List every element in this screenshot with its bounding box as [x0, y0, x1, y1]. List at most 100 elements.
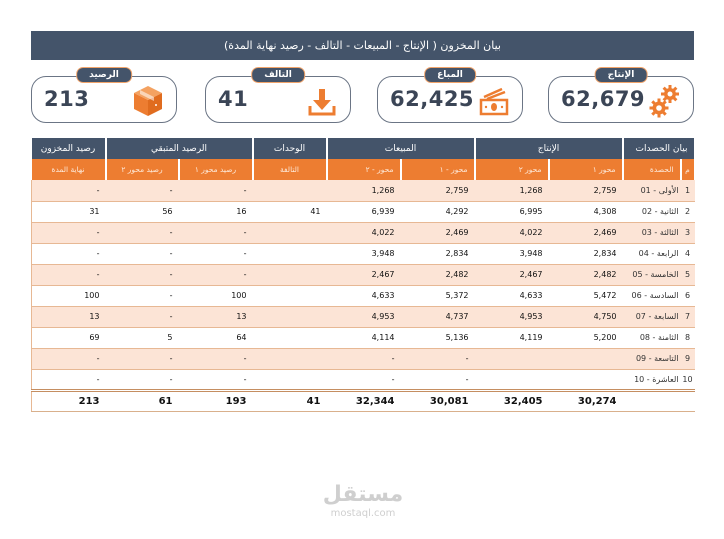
cell-batch-name: العاشرة - 10 — [622, 369, 681, 391]
cell-sales-axis2: 6,939 — [326, 201, 401, 223]
cell-end-of-period: 31 — [31, 201, 106, 223]
cell-prod-axis1: 5,200 — [548, 327, 623, 349]
cell-balance-axis2: - — [105, 264, 179, 286]
cell-sales-axis1: 2,482 — [400, 264, 475, 286]
cell-index: 8 — [680, 327, 695, 349]
cell-sales-axis1: 5,372 — [400, 285, 475, 307]
header-units: الوحدات — [252, 138, 328, 159]
total-p2: 32,405 — [474, 388, 549, 412]
kpi-damaged-label: التالف — [251, 67, 305, 83]
total-blank — [622, 388, 695, 412]
cell-sales-axis2: 4,633 — [326, 285, 401, 307]
cell-balance-axis2: - — [105, 369, 179, 391]
cell-prod-axis1 — [548, 369, 623, 391]
cell-sales-axis2: 4,022 — [326, 222, 401, 244]
cell-batch-name: الثانية - 02 — [622, 201, 681, 223]
cell-sales-axis1: 2,834 — [400, 243, 475, 265]
header-remaining-balance: الرصيد المتبقي — [105, 138, 254, 159]
total-dmg: 41 — [252, 388, 327, 412]
cell-balance-axis1: - — [178, 348, 253, 370]
cell-prod-axis2 — [474, 348, 549, 370]
cell-index: 4 — [680, 243, 695, 265]
cell-end-of-period: 100 — [31, 285, 106, 307]
cell-balance-axis1: 13 — [178, 306, 253, 328]
cell-balance-axis2: - — [105, 243, 179, 265]
subheader-balance-axis1: رصيد محور ١ — [178, 159, 254, 180]
cell-index: 10 — [680, 369, 695, 391]
table-row: 31 56 16 41 6,939 4,292 6,995 4,308 الثانية - 02… — [31, 201, 695, 223]
cell-damaged — [252, 285, 327, 307]
cell-damaged — [252, 306, 327, 328]
cell-balance-axis1: 100 — [178, 285, 253, 307]
cell-prod-axis1: 4,308 — [548, 201, 623, 223]
cell-prod-axis2 — [474, 369, 549, 391]
table-row: - - - - - العاشرة - 10 10 — [31, 369, 695, 391]
cell-sales-axis2: 4,953 — [326, 306, 401, 328]
cell-balance-axis1: 16 — [178, 201, 253, 223]
kpi-production-label: الإنتاج — [594, 67, 648, 83]
cell-prod-axis1: 2,482 — [548, 264, 623, 286]
total-s1: 30,081 — [400, 388, 475, 412]
cell-balance-axis2: - — [105, 306, 179, 328]
cell-sales-axis1: 4,737 — [400, 306, 475, 328]
total-s2: 32,344 — [326, 388, 401, 412]
cell-prod-axis1: 2,469 — [548, 222, 623, 244]
cell-prod-axis2: 4,119 — [474, 327, 549, 349]
cell-balance-axis2: - — [105, 285, 179, 307]
cell-balance-axis2: 5 — [105, 327, 179, 349]
gears-icon — [649, 85, 679, 118]
cell-prod-axis2: 4,022 — [474, 222, 549, 244]
cell-end-of-period: - — [31, 243, 106, 265]
cell-sales-axis1: - — [400, 369, 475, 391]
cell-damaged — [252, 327, 327, 349]
table-row: - - -4,022 2,469 4,022 2,469 الثالثة - 03 3 — [31, 222, 695, 244]
cell-index: 5 — [680, 264, 695, 286]
kpi-damaged-card: التالف 41 — [205, 67, 351, 123]
mostaql-watermark: مستقل mostaql.com — [318, 482, 408, 520]
cell-balance-axis1: - — [178, 264, 253, 286]
table-row: - - -2,467 2,482 2,467 2,482 الخامسة - 05 5 — [31, 264, 695, 286]
header-production: الإنتاج — [474, 138, 624, 159]
cell-index: 6 — [680, 285, 695, 307]
cell-balance-axis2: - — [105, 348, 179, 370]
cell-batch-name: السابعة - 07 — [622, 306, 681, 328]
kpi-balance-value: 213 — [44, 87, 90, 111]
cell-balance-axis1: 64 — [178, 327, 253, 349]
cell-end-of-period: 69 — [31, 327, 106, 349]
kpi-balance-label: الرصيد — [76, 67, 132, 83]
table-row: 13-13 4,953 4,737 4,953 4,750 السابعة - 07 7 — [31, 306, 695, 328]
cell-end-of-period: - — [31, 264, 106, 286]
cell-index: 9 — [680, 348, 695, 370]
cell-damaged — [252, 348, 327, 370]
box-icon — [134, 86, 162, 116]
cell-sales-axis2: 4,114 — [326, 327, 401, 349]
header-batches: بيان الحصدات — [622, 138, 696, 159]
cell-sales-axis1: - — [400, 348, 475, 370]
cell-batch-name: السادسة - 06 — [622, 285, 681, 307]
cell-damaged: 41 — [252, 201, 327, 223]
cell-damaged — [252, 369, 327, 391]
table-row: - - - - - التاسعة - 09 9 — [31, 348, 695, 370]
cell-prod-axis2: 2,467 — [474, 264, 549, 286]
money-icon — [479, 87, 509, 116]
subheader-prod-axis2: محور ٢ — [474, 159, 550, 180]
cell-damaged — [252, 180, 327, 202]
cell-prod-axis2: 4,633 — [474, 285, 549, 307]
cell-balance-axis2: 56 — [105, 201, 179, 223]
cell-end-of-period: - — [31, 180, 106, 202]
cell-prod-axis1: 2,759 — [548, 180, 623, 202]
cell-prod-axis1: 2,834 — [548, 243, 623, 265]
cell-batch-name: الثامنة - 08 — [622, 327, 681, 349]
cell-damaged — [252, 243, 327, 265]
kpi-balance-card: الرصيد 213 — [31, 67, 177, 123]
cell-balance-axis1: - — [178, 222, 253, 244]
cell-prod-axis2: 1,268 — [474, 180, 549, 202]
total-p1: 30,274 — [548, 388, 623, 412]
cell-sales-axis1: 2,469 — [400, 222, 475, 244]
kpi-sold-label: المباع — [424, 67, 476, 83]
cell-sales-axis1: 4,292 — [400, 201, 475, 223]
table-row: 69 5 64 4,114 5,136 4,119 5,200 الثامنة - 08 8 — [31, 327, 695, 349]
kpi-damaged-value: 41 — [218, 87, 249, 111]
table-row: - - -3,948 2,834 3,948 2,834 الرابعة - 04 4 — [31, 243, 695, 265]
kpi-sold-card: المباع 62,425 — [377, 67, 523, 123]
